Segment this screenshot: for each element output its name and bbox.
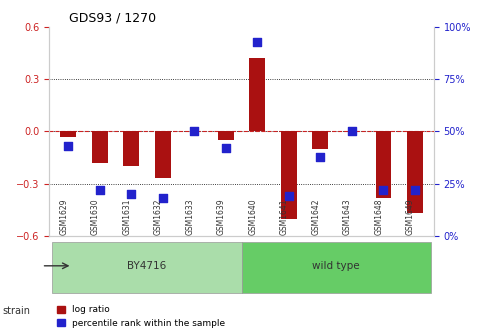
Legend: log ratio, percentile rank within the sample: log ratio, percentile rank within the sa… bbox=[54, 302, 229, 332]
Point bbox=[127, 192, 135, 197]
Bar bbox=[281, 131, 297, 218]
Text: GSM1649: GSM1649 bbox=[406, 198, 415, 235]
Point bbox=[190, 129, 198, 134]
Text: GSM1633: GSM1633 bbox=[185, 198, 194, 235]
Point bbox=[222, 145, 230, 151]
Text: GSM1641: GSM1641 bbox=[280, 198, 289, 235]
Bar bbox=[60, 131, 76, 137]
Bar bbox=[313, 131, 328, 149]
Text: GSM1630: GSM1630 bbox=[91, 198, 100, 235]
Text: strain: strain bbox=[2, 306, 31, 316]
Text: GSM1631: GSM1631 bbox=[122, 198, 131, 235]
FancyBboxPatch shape bbox=[242, 242, 431, 293]
Text: GSM1648: GSM1648 bbox=[374, 198, 384, 235]
Text: GSM1642: GSM1642 bbox=[312, 198, 320, 235]
Bar bbox=[218, 131, 234, 140]
Point bbox=[64, 143, 72, 149]
Point bbox=[285, 194, 293, 199]
Bar bbox=[407, 131, 423, 213]
Bar bbox=[123, 131, 139, 166]
Text: GSM1643: GSM1643 bbox=[343, 198, 352, 235]
Text: BY4716: BY4716 bbox=[127, 261, 167, 271]
Text: GSM1639: GSM1639 bbox=[217, 198, 226, 235]
FancyBboxPatch shape bbox=[52, 242, 242, 293]
Point bbox=[317, 154, 324, 159]
Point bbox=[411, 187, 419, 193]
Point bbox=[253, 39, 261, 44]
Bar bbox=[376, 131, 391, 198]
Point bbox=[348, 129, 356, 134]
Point bbox=[159, 196, 167, 201]
Text: GSM1629: GSM1629 bbox=[59, 198, 68, 235]
Point bbox=[96, 187, 104, 193]
Bar bbox=[155, 131, 171, 178]
Text: wild type: wild type bbox=[313, 261, 360, 271]
Point bbox=[380, 187, 387, 193]
Text: GSM1632: GSM1632 bbox=[154, 198, 163, 235]
Bar bbox=[92, 131, 107, 163]
Text: GSM1640: GSM1640 bbox=[248, 198, 257, 235]
Text: GDS93 / 1270: GDS93 / 1270 bbox=[69, 11, 156, 24]
Bar bbox=[249, 58, 265, 131]
